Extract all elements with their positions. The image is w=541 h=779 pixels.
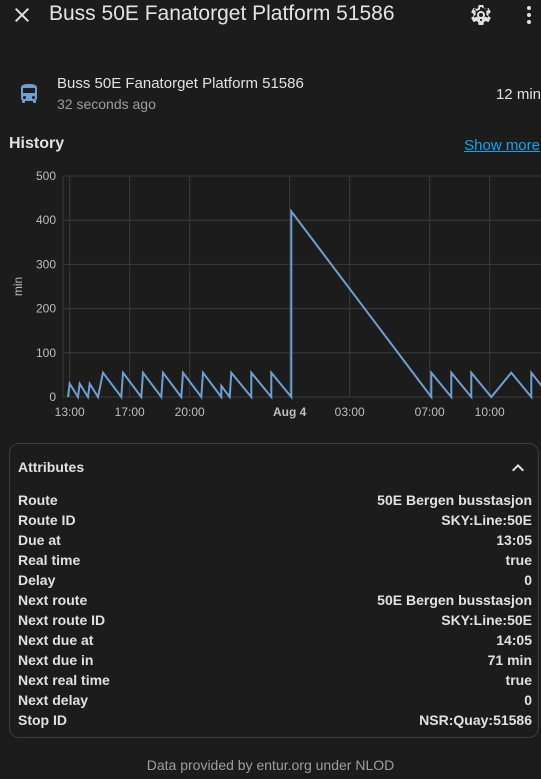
attribute-value: SKY:Line:50E (441, 612, 532, 628)
attribute-key: Route (18, 492, 58, 508)
attribute-row: Next route ID SKY:Line:50E (18, 610, 532, 630)
entity-state: 12 min (495, 86, 541, 103)
settings-button[interactable] (469, 3, 493, 27)
attribute-key: Next delay (18, 692, 89, 708)
dialog-header: Buss 50E Fanatorget Platform 51586 (0, 0, 541, 32)
y-tick-label: 200 (36, 302, 56, 316)
y-tick-label: 500 (36, 169, 56, 183)
attribute-value: NSR:Quay:51586 (419, 712, 532, 728)
attribute-key: Due at (18, 532, 61, 548)
attribute-row: Next delay 0 (18, 690, 532, 710)
attributes-card: Attributes Route 50E Bergen busstasjon Rou… (9, 443, 539, 738)
series-line (67, 208, 541, 400)
x-tick-label: 03:00 (335, 405, 365, 419)
y-tick-label: 100 (36, 346, 56, 360)
attribute-key: Delay (18, 572, 56, 588)
x-tick-label: Aug 4 (273, 405, 307, 419)
history-chart-svg: 0 100 200 300 400 500 13:00 17:00 20:00 Aug 4 03:0… (11, 169, 541, 419)
attribute-row: Next due in 71 min (18, 650, 532, 670)
attribute-value: 50E Bergen busstasjon (377, 492, 532, 508)
attribute-row: Delay 0 (18, 570, 532, 590)
attribute-value: 71 min (487, 652, 532, 668)
attributes-title: Attributes (18, 459, 85, 475)
last-changed: 32 seconds ago (57, 96, 156, 112)
attribute-row: Route ID SKY:Line:50E (18, 510, 532, 530)
y-tick-label: 0 (49, 390, 56, 404)
attribute-row: Stop ID NSR:Quay:51586 (18, 710, 532, 730)
attribute-value: 13:05 (496, 532, 532, 548)
entity-name: Buss 50E Fanatorget Platform 51586 (57, 75, 304, 92)
attributes-list: Route 50E Bergen busstasjon Route ID SKY:Li… (18, 490, 532, 730)
chevron-up-icon (512, 464, 524, 472)
x-tick-label: 07:00 (415, 405, 445, 419)
close-icon (15, 8, 29, 22)
dots-vertical-icon (527, 6, 531, 24)
show-more-link[interactable]: Show more (464, 137, 540, 154)
x-tick-label: 20:00 (175, 405, 205, 419)
attribution-footer: Data provided by entur.org under NLOD (146, 757, 395, 773)
entity-state-row[interactable]: Buss 50E Fanatorget Platform 51586 32 se… (0, 64, 541, 124)
close-button[interactable] (10, 3, 34, 27)
attribute-key: Next real time (18, 672, 110, 688)
bus-icon (17, 82, 41, 106)
attribute-value: true (505, 552, 532, 568)
attribute-key: Route ID (18, 512, 76, 528)
gear-icon (471, 4, 491, 25)
attribute-value: true (505, 672, 532, 688)
attribute-key: Next route ID (18, 612, 106, 628)
attribute-key: Real time (18, 552, 81, 568)
attribute-key: Next route (18, 592, 88, 608)
attribute-row: Next route 50E Bergen busstasjon (18, 590, 532, 610)
more-options-button[interactable] (517, 3, 541, 27)
x-tick-label: 17:00 (115, 405, 145, 419)
y-axis-label: min (11, 277, 25, 296)
history-chart[interactable]: 0 100 200 300 400 500 13:00 17:00 20:00 Aug 4 03:0… (0, 160, 541, 430)
attribute-key: Next due in (18, 652, 94, 668)
x-tick-label: 10:00 (475, 405, 505, 419)
history-title: History (9, 135, 65, 152)
attribute-value: 0 (524, 572, 532, 588)
attribute-key: Next due at (18, 632, 94, 648)
x-tick-label: 13:00 (55, 405, 85, 419)
attribute-value: 50E Bergen busstasjon (377, 592, 532, 608)
y-tick-label: 400 (36, 213, 56, 227)
attribute-value: 14:05 (496, 632, 532, 648)
attribute-row: Next due at 14:05 (18, 630, 532, 650)
attribute-row: Route 50E Bergen busstasjon (18, 490, 532, 510)
attribute-row: Real time true (18, 550, 532, 570)
attribute-key: Stop ID (18, 712, 67, 728)
collapse-button[interactable] (506, 456, 530, 480)
attribute-row: Due at 13:05 (18, 530, 532, 550)
attribute-value: SKY:Line:50E (441, 512, 532, 528)
attribute-row: Next real time true (18, 670, 532, 690)
dialog-title: Buss 50E Fanatorget Platform 51586 (49, 2, 395, 25)
y-tick-label: 300 (36, 257, 56, 271)
attribute-value: 0 (524, 692, 532, 708)
